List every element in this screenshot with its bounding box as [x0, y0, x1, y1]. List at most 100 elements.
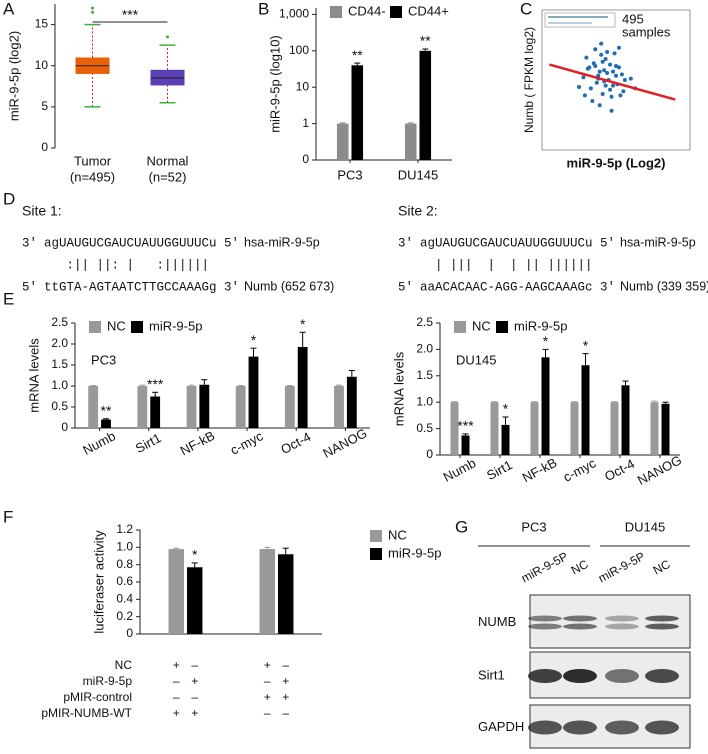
legend-swatch — [89, 321, 101, 333]
point — [600, 59, 605, 64]
bar — [168, 549, 184, 634]
outlier — [166, 35, 169, 39]
condition-label: NC — [115, 658, 133, 672]
point — [593, 47, 598, 52]
pairing: :|| ||: | :|||||| — [44, 258, 209, 272]
legend-label: CD44- — [348, 3, 386, 18]
condition-mark: + — [191, 706, 198, 720]
point — [597, 103, 602, 108]
y-tick-label: 1.5 — [51, 357, 68, 371]
bar — [351, 65, 364, 160]
y-tick-label: 1.0 — [416, 394, 433, 408]
bar — [334, 386, 344, 428]
band — [645, 669, 679, 683]
plot-note: DU145 — [456, 352, 496, 367]
prime: 5' — [600, 236, 615, 250]
band — [645, 623, 679, 630]
condition-mark: + — [173, 706, 180, 720]
prime: 5' — [22, 280, 37, 294]
point — [603, 57, 608, 61]
y-tick-label: 0.6 — [116, 574, 133, 588]
point — [621, 89, 626, 94]
bar — [650, 402, 659, 455]
y-tick-label: 100 — [289, 43, 309, 57]
bar — [199, 384, 210, 428]
panel-label: A — [3, 0, 15, 18]
sequence: agUAUGUCGAUCUAUUGGUUUCu — [420, 236, 593, 250]
point — [597, 69, 602, 74]
legend-swatch — [131, 321, 143, 333]
significance: *** — [147, 376, 164, 392]
band — [528, 669, 562, 683]
row-label: NUMB — [478, 614, 516, 629]
condition-mark: – — [173, 690, 180, 704]
point — [609, 108, 614, 113]
prime: 5' — [398, 280, 413, 294]
sequence-name: hsa-miR-9-5p — [620, 235, 696, 249]
y-tick-label: 0.5 — [416, 421, 433, 435]
band — [605, 623, 639, 630]
y-axis-label: mRNA levels — [26, 338, 41, 413]
point — [616, 45, 621, 50]
condition-label: miR-9-5p — [83, 674, 133, 688]
trend-line — [549, 63, 676, 101]
bar — [490, 402, 499, 455]
condition-mark: + — [264, 658, 271, 672]
x-tick-label: Normal — [147, 153, 189, 168]
x-tick-label: PC3 — [337, 167, 362, 182]
panel-label: E — [3, 289, 14, 308]
x-tick-note: (n=52) — [149, 169, 187, 184]
legend-label: NC — [107, 318, 126, 333]
condition-mark: – — [282, 658, 289, 672]
bar — [297, 346, 308, 428]
bar — [137, 386, 148, 428]
prime: 3' — [224, 280, 239, 294]
y-tick-label: 0 — [426, 447, 433, 461]
condition-mark: + — [173, 658, 180, 672]
y-tick-label: 10 — [296, 79, 310, 93]
point — [584, 55, 589, 60]
y-tick-label: 1,000 — [279, 7, 309, 21]
band — [563, 615, 597, 622]
y-tick-label: 0.4 — [116, 592, 133, 606]
condition-label: pMIR-NUMB-WT — [41, 706, 132, 720]
condition-mark: – — [191, 658, 198, 672]
legend-label: NC — [472, 318, 491, 333]
bar — [461, 435, 470, 455]
y-axis-label: luciferaser activity — [91, 530, 106, 634]
legend-label: CD44+ — [408, 3, 449, 18]
condition-mark: – — [282, 706, 289, 720]
bar — [661, 403, 670, 455]
bar — [581, 365, 590, 455]
significance: * — [543, 333, 549, 349]
point — [599, 41, 604, 46]
panel-label: F — [3, 507, 13, 526]
band — [528, 615, 562, 622]
band — [605, 615, 639, 622]
y-axis-label: mRNA levels — [391, 351, 406, 426]
band — [528, 623, 562, 630]
y-tick-label: 0 — [41, 140, 48, 154]
point — [608, 62, 613, 67]
band — [563, 720, 597, 735]
y-tick-label: 15 — [35, 17, 49, 31]
y-tick-label: 0 — [61, 420, 68, 434]
prime: 3' — [398, 236, 413, 250]
significance: * — [300, 316, 306, 332]
point — [581, 75, 586, 80]
condition-mark: – — [173, 674, 180, 688]
outlier — [91, 10, 94, 14]
point — [582, 93, 587, 98]
point — [605, 71, 610, 75]
site-title: Site 2: — [398, 203, 438, 219]
y-tick-label: 0 — [126, 626, 133, 640]
annotation: samples — [622, 24, 671, 39]
blot-membrane — [529, 594, 691, 649]
y-tick-label: 1.0 — [51, 378, 68, 392]
point — [587, 65, 592, 70]
bar — [336, 123, 349, 160]
x-tick-note: (n=495) — [70, 169, 115, 184]
point — [605, 50, 610, 54]
y-tick-label: 0 — [302, 152, 309, 166]
legend-swatch — [496, 321, 508, 333]
